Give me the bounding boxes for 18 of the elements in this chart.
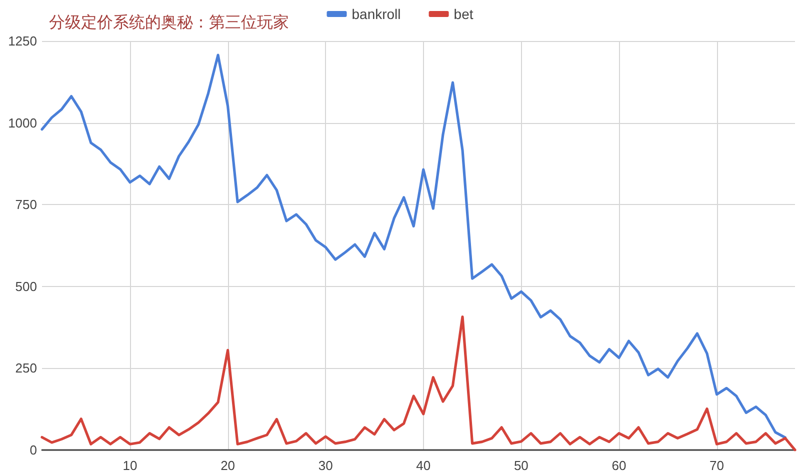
x-tick-label: 30 [318, 458, 333, 473]
legend-label: bankroll [352, 6, 401, 22]
x-tick-label: 40 [416, 458, 431, 473]
line-series [40, 54, 787, 439]
chart-title: 分级定价系统的奥秘：第三位玩家 [49, 14, 289, 32]
y-tick-label: 1000 [8, 115, 37, 130]
x-tick-label: 60 [612, 458, 626, 473]
legend-label: bet [454, 6, 474, 22]
y-tick-label: 500 [15, 278, 37, 294]
x-tick-label: 20 [220, 458, 236, 473]
y-tick-label: 1250 [8, 34, 37, 48]
y-tick-label: 750 [15, 197, 37, 212]
x-tick-label: 10 [122, 458, 138, 473]
y-tick-label: 250 [15, 360, 37, 376]
x-tick-label: 70 [710, 458, 724, 473]
y-tick-label: 0 [30, 442, 37, 458]
x-tick-label: 50 [514, 458, 528, 473]
line-series [40, 316, 796, 452]
